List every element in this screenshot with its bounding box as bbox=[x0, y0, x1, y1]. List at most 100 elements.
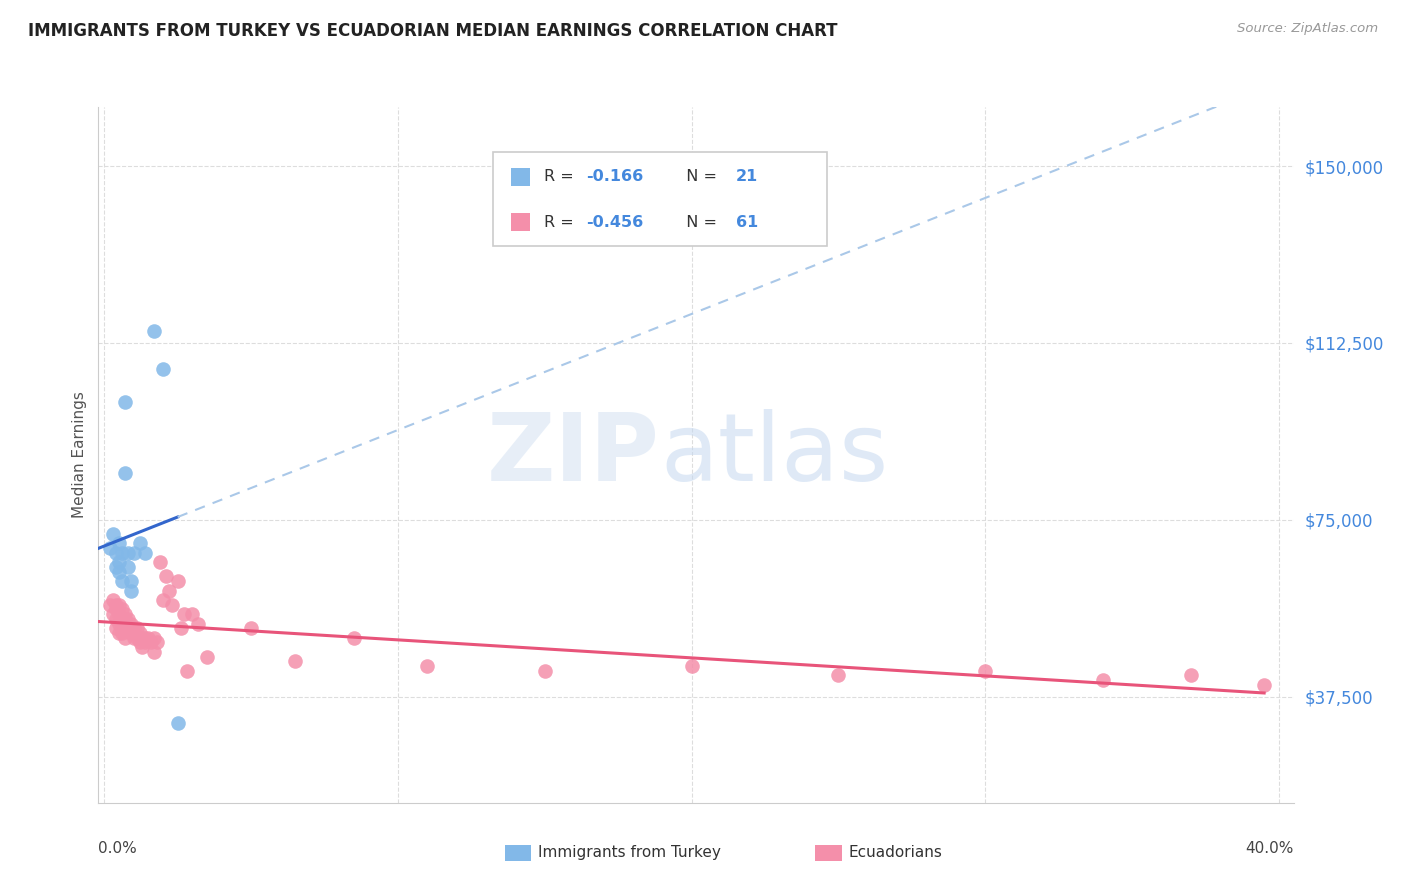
Point bbox=[131, 631, 153, 645]
Bar bbox=[510, 213, 530, 231]
Point bbox=[533, 664, 555, 678]
Point bbox=[134, 546, 156, 560]
Point bbox=[240, 621, 263, 635]
Point bbox=[117, 560, 139, 574]
Point bbox=[181, 607, 204, 621]
Point bbox=[125, 621, 148, 635]
Point bbox=[143, 645, 166, 659]
Point bbox=[827, 668, 849, 682]
Point bbox=[101, 527, 124, 541]
Point bbox=[111, 626, 134, 640]
Point bbox=[108, 565, 131, 579]
Text: R =: R = bbox=[544, 169, 579, 185]
Point bbox=[416, 659, 439, 673]
Point bbox=[176, 664, 198, 678]
Point bbox=[128, 536, 150, 550]
Point bbox=[117, 546, 139, 560]
Point bbox=[108, 607, 131, 621]
Point bbox=[111, 612, 134, 626]
Point bbox=[152, 593, 174, 607]
Point bbox=[101, 593, 124, 607]
Bar bbox=[510, 169, 530, 186]
Point bbox=[108, 598, 131, 612]
Point bbox=[105, 612, 128, 626]
Point bbox=[108, 555, 131, 569]
Point bbox=[108, 616, 131, 631]
Point bbox=[98, 598, 121, 612]
Point bbox=[120, 583, 142, 598]
Text: 40.0%: 40.0% bbox=[1246, 841, 1294, 856]
Point bbox=[111, 574, 134, 588]
Point bbox=[105, 598, 128, 612]
Text: ZIP: ZIP bbox=[488, 409, 661, 501]
Point bbox=[122, 631, 145, 645]
Point bbox=[141, 635, 163, 649]
Point bbox=[128, 635, 150, 649]
Text: N =: N = bbox=[676, 169, 723, 185]
Point bbox=[108, 536, 131, 550]
Point bbox=[284, 654, 307, 668]
Text: Source: ZipAtlas.com: Source: ZipAtlas.com bbox=[1237, 22, 1378, 36]
Point bbox=[187, 616, 209, 631]
Point bbox=[195, 649, 218, 664]
Point bbox=[1091, 673, 1114, 688]
Text: -0.456: -0.456 bbox=[586, 215, 644, 229]
Point bbox=[120, 616, 142, 631]
Point bbox=[114, 466, 136, 480]
Point bbox=[681, 659, 703, 673]
Text: Ecuadorians: Ecuadorians bbox=[849, 846, 943, 861]
Point bbox=[155, 569, 177, 583]
Point bbox=[111, 546, 134, 560]
Point bbox=[166, 574, 188, 588]
Text: N =: N = bbox=[676, 215, 723, 229]
Point bbox=[105, 621, 128, 635]
Point bbox=[157, 583, 180, 598]
Point bbox=[117, 612, 139, 626]
Text: IMMIGRANTS FROM TURKEY VS ECUADORIAN MEDIAN EARNINGS CORRELATION CHART: IMMIGRANTS FROM TURKEY VS ECUADORIAN MED… bbox=[28, 22, 838, 40]
Point bbox=[138, 631, 160, 645]
Point bbox=[114, 612, 136, 626]
Point bbox=[125, 631, 148, 645]
Point bbox=[105, 602, 128, 616]
Point bbox=[1180, 668, 1202, 682]
Point bbox=[143, 631, 166, 645]
Text: 61: 61 bbox=[735, 215, 758, 229]
Text: atlas: atlas bbox=[661, 409, 889, 501]
Text: R =: R = bbox=[544, 215, 579, 229]
Point bbox=[114, 621, 136, 635]
Point bbox=[146, 635, 169, 649]
Point bbox=[114, 631, 136, 645]
Point bbox=[160, 598, 183, 612]
Point bbox=[166, 715, 188, 730]
Point bbox=[120, 626, 142, 640]
Point bbox=[114, 395, 136, 409]
Point bbox=[974, 664, 997, 678]
Bar bbox=[505, 846, 531, 861]
Point bbox=[117, 621, 139, 635]
Text: Immigrants from Turkey: Immigrants from Turkey bbox=[538, 846, 721, 861]
Point bbox=[134, 635, 156, 649]
Point bbox=[131, 640, 153, 654]
Point bbox=[108, 626, 131, 640]
Point bbox=[1253, 678, 1275, 692]
Text: -0.166: -0.166 bbox=[586, 169, 644, 185]
Point bbox=[101, 607, 124, 621]
Point bbox=[152, 361, 174, 376]
Point bbox=[122, 621, 145, 635]
Point bbox=[169, 621, 191, 635]
Point bbox=[343, 631, 366, 645]
Point bbox=[120, 574, 142, 588]
Text: 0.0%: 0.0% bbox=[98, 841, 138, 856]
Point bbox=[143, 324, 166, 338]
Point bbox=[134, 631, 156, 645]
Point bbox=[111, 602, 134, 616]
Bar bbox=[815, 846, 842, 861]
Point bbox=[114, 607, 136, 621]
Point bbox=[105, 546, 128, 560]
Point bbox=[173, 607, 195, 621]
Point bbox=[149, 555, 172, 569]
Point bbox=[111, 616, 134, 631]
Y-axis label: Median Earnings: Median Earnings bbox=[72, 392, 87, 518]
FancyBboxPatch shape bbox=[494, 153, 827, 246]
Text: 21: 21 bbox=[735, 169, 758, 185]
